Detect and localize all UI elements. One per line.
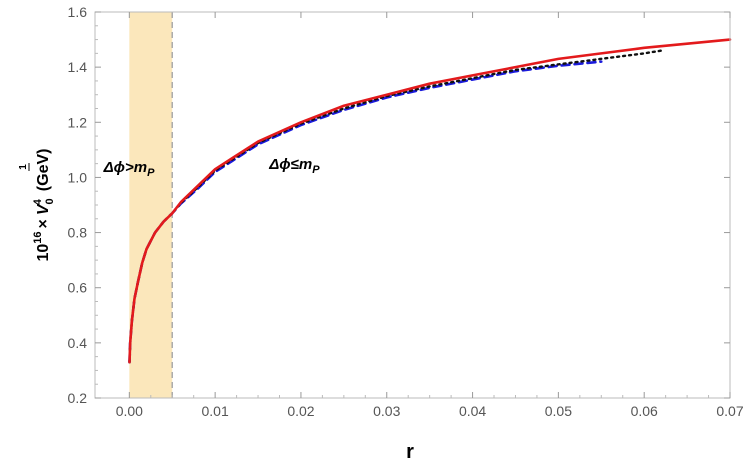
y-label-prefix-exp: 16 [32,231,44,243]
x-tick-label: 0.01 [202,403,229,419]
y-label-times: × [35,219,52,228]
shaded-region [129,12,173,398]
y-tick-label: 1.2 [68,114,88,130]
series-line-solid [128,38,732,364]
annotation-layer: Δϕ>mP Δϕ≤mP [103,156,321,179]
y-tick-label: 0.4 [68,335,88,351]
annotation-label: Δϕ≤mP [268,156,320,176]
x-tick-label: 0.07 [716,403,743,419]
tick-layer: 0.00 0.01 0.02 0.03 0.04 0.05 0.06 0.07 0.2 0.4 0.… [68,4,744,419]
x-tick-label: 0.00 [116,403,143,419]
x-tick-label: 0.04 [459,403,486,419]
y-label-prefix: 10 [35,244,52,262]
y-tick-label: 1.0 [68,169,88,185]
shaded-region-layer [129,12,173,398]
annotation-label: Δϕ>mP [103,159,156,179]
y-tick-label: 0.8 [68,225,88,241]
x-tick-label: 0.02 [287,403,314,419]
y-tick-label: 1.4 [68,59,88,75]
y-tick-label: 1.6 [68,4,88,20]
series-line-dashed [128,60,603,364]
x-tick-label: 0.05 [545,403,572,419]
plot-frame [94,11,731,399]
y-tick-label: 0.6 [68,280,88,296]
x-tick-label: 0.06 [631,403,658,419]
y-label-var-sub: 0 [44,198,56,204]
y-label-var: V [35,203,52,215]
x-tick-label: 0.03 [373,403,400,419]
series-line-dotted [128,49,663,364]
y-label-unit: (GeV) [35,149,52,192]
y-label-frac-den: 4 [32,198,44,205]
y-tick-label: 0.2 [68,390,88,406]
series-layer [128,38,732,364]
y-axis-label: 1016 × V04 (GeV) 1 [18,149,56,262]
x-axis-label: r [406,441,414,463]
y-label-frac-num: 1 [18,164,29,170]
svg-text:1016×V04(GeV): 1016 × V04 (GeV) [32,149,56,262]
plot-border [94,11,731,399]
